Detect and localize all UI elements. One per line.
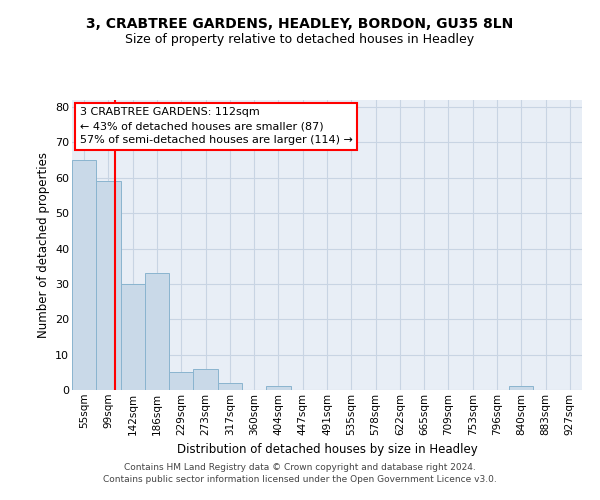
Text: Size of property relative to detached houses in Headley: Size of property relative to detached ho… (125, 32, 475, 46)
Y-axis label: Number of detached properties: Number of detached properties (37, 152, 50, 338)
Text: Contains public sector information licensed under the Open Government Licence v3: Contains public sector information licen… (103, 475, 497, 484)
Text: 3 CRABTREE GARDENS: 112sqm
← 43% of detached houses are smaller (87)
57% of semi: 3 CRABTREE GARDENS: 112sqm ← 43% of deta… (80, 108, 353, 146)
X-axis label: Distribution of detached houses by size in Headley: Distribution of detached houses by size … (176, 443, 478, 456)
Bar (72, 160, 96, 390)
Text: Contains HM Land Registry data © Crown copyright and database right 2024.: Contains HM Land Registry data © Crown c… (124, 464, 476, 472)
Bar (121, 284, 145, 390)
Text: 3, CRABTREE GARDENS, HEADLEY, BORDON, GU35 8LN: 3, CRABTREE GARDENS, HEADLEY, BORDON, GU… (86, 18, 514, 32)
Bar (96, 182, 121, 390)
Bar (193, 369, 218, 390)
Bar (218, 383, 242, 390)
Bar (266, 386, 290, 390)
Bar (169, 372, 193, 390)
Bar (145, 274, 169, 390)
Bar (509, 386, 533, 390)
